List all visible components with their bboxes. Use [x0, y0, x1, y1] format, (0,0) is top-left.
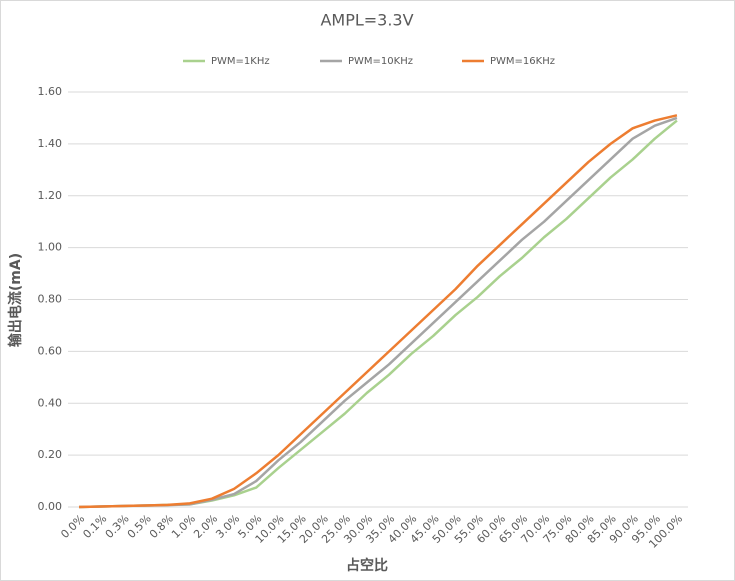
y-tick-label: 0.80	[38, 293, 63, 306]
y-tick-label: 0.20	[38, 448, 63, 461]
y-tick-label: 1.40	[38, 137, 63, 150]
legend-label: PWM=10KHz	[348, 56, 413, 67]
y-tick-label: 0.60	[38, 344, 63, 357]
legend-label: PWM=1KHz	[211, 56, 270, 67]
chart-title: AMPL=3.3V	[320, 11, 413, 30]
x-axis-title: 占空比	[346, 557, 388, 574]
legend-label: PWM=16KHz	[490, 56, 555, 67]
y-tick-label: 1.00	[38, 241, 63, 254]
series-line	[79, 114, 678, 509]
y-tick-label: 1.20	[38, 189, 63, 202]
y-tick-label: 1.60	[38, 85, 63, 98]
y-tick-label: 0.40	[38, 396, 63, 409]
y-tick-label: 0.00	[38, 500, 63, 513]
y-axis-title: 输出电流(mA)	[7, 253, 24, 347]
